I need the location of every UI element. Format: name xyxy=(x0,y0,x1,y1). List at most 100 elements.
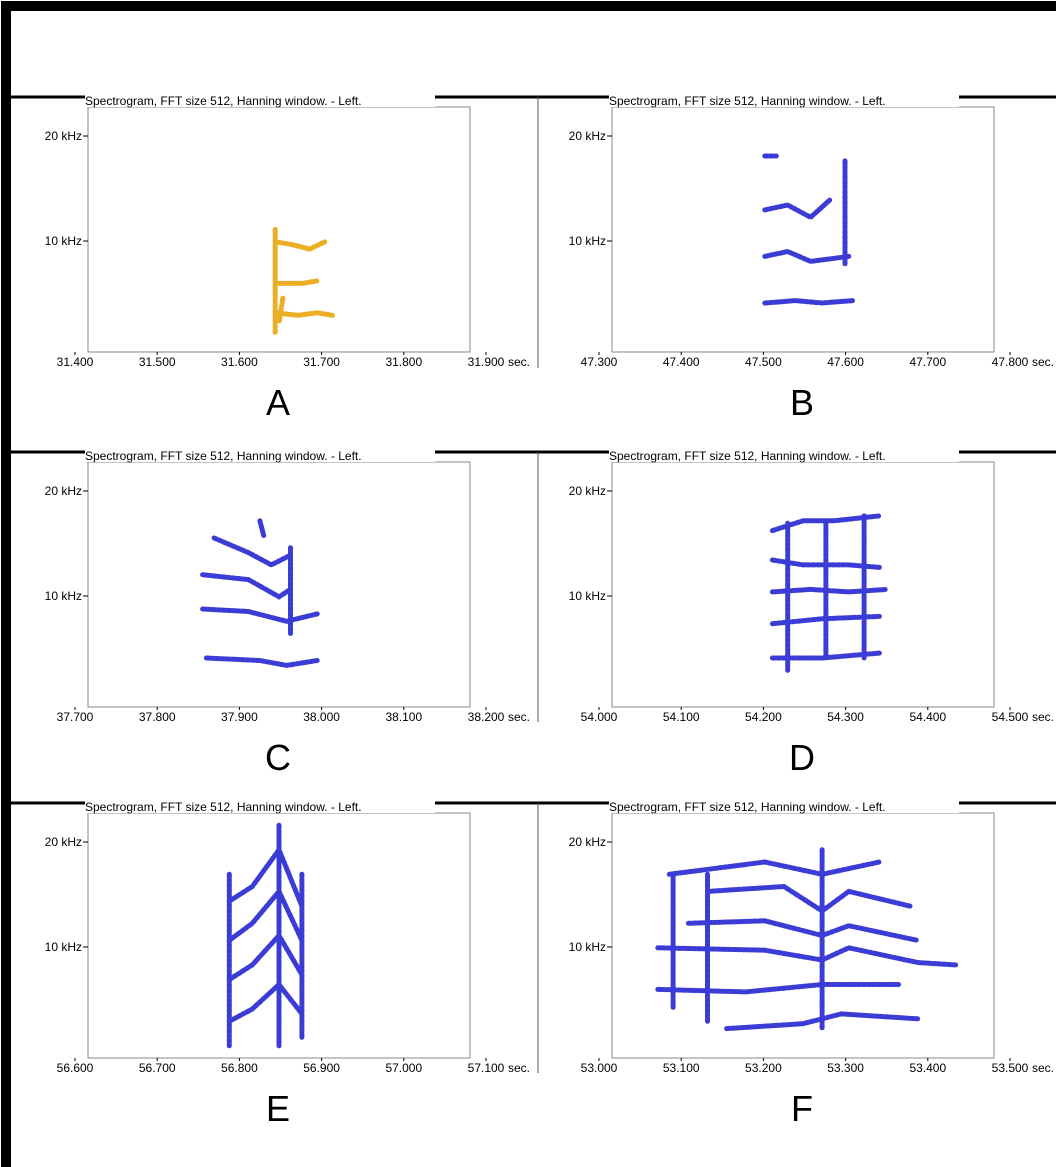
spectral-band xyxy=(655,945,959,968)
spectral-band xyxy=(276,295,286,326)
x-tick-label: 47.300 xyxy=(581,355,618,369)
panel: Spectrogram, FFT size 512, Hanning windo… xyxy=(45,93,530,423)
x-tick-label: 38.000 xyxy=(303,710,340,724)
spectrogram xyxy=(769,513,890,673)
plot-area xyxy=(87,461,471,708)
x-tick-label: 47.600 xyxy=(827,355,864,369)
x-tick-label: 53.100 xyxy=(663,1061,700,1075)
x-tick-label: 37.800 xyxy=(139,710,176,724)
x-tick-label: 54.400 xyxy=(909,710,946,724)
spectral-band xyxy=(655,982,901,995)
panel: Spectrogram, FFT size 512, Hanning windo… xyxy=(45,448,530,778)
x-unit: sec. xyxy=(508,355,530,369)
spectrogram xyxy=(226,822,305,1049)
plot-area xyxy=(611,812,995,1059)
spectral-band xyxy=(762,248,852,264)
x-tick-label: 54.500 xyxy=(992,710,1029,724)
title-bg xyxy=(85,448,435,462)
x-tick-label: 53.200 xyxy=(745,1061,782,1075)
panel: Spectrogram, FFT size 512, Hanning windo… xyxy=(45,799,530,1129)
chart-title: Spectrogram, FFT size 512, Hanning windo… xyxy=(609,449,886,463)
panel: Spectrogram, FFT size 512, Hanning windo… xyxy=(569,799,1054,1129)
spectral-band xyxy=(272,310,335,318)
panel-label: A xyxy=(266,382,290,423)
x-tick-label: 54.100 xyxy=(663,710,700,724)
title-bg xyxy=(609,93,959,107)
spectral-band xyxy=(257,518,267,538)
x-tick-label: 31.500 xyxy=(139,355,176,369)
panel-label: C xyxy=(265,737,291,778)
y-tick-label: 20 kHz xyxy=(569,129,606,143)
x-tick-label: 53.400 xyxy=(909,1061,946,1075)
y-tick-label: 20 kHz xyxy=(569,484,606,498)
panel-label: E xyxy=(266,1088,290,1129)
x-tick-label: 53.000 xyxy=(581,1061,618,1075)
x-tick-label: 37.700 xyxy=(57,710,94,724)
panel: Spectrogram, FFT size 512, Hanning windo… xyxy=(569,93,1054,423)
spectrogram xyxy=(762,153,856,306)
spectral-band xyxy=(272,239,328,252)
y-tick-label: 10 kHz xyxy=(45,234,82,248)
spectral-band xyxy=(762,197,833,221)
title-bg xyxy=(85,799,435,813)
y-tick-label: 10 kHz xyxy=(45,940,82,954)
y-tick-label: 20 kHz xyxy=(45,129,82,143)
y-tick-label: 20 kHz xyxy=(45,484,82,498)
chart-title: Spectrogram, FFT size 512, Hanning windo… xyxy=(85,800,362,814)
spectral-band xyxy=(226,886,305,943)
x-tick-label: 31.600 xyxy=(221,355,258,369)
y-tick-label: 10 kHz xyxy=(569,234,606,248)
x-tick-label: 38.100 xyxy=(385,710,422,724)
x-unit: sec. xyxy=(508,710,530,724)
spectrogram xyxy=(272,227,335,335)
spectral-band xyxy=(203,655,320,668)
title-bg xyxy=(609,448,959,462)
y-tick-label: 10 kHz xyxy=(569,940,606,954)
spectrogram xyxy=(200,518,320,668)
x-tick-label: 54.200 xyxy=(745,710,782,724)
x-tick-label: 31.800 xyxy=(385,355,422,369)
x-tick-label: 47.400 xyxy=(663,355,700,369)
x-tick-label: 56.700 xyxy=(139,1061,176,1075)
x-tick-label: 31.400 xyxy=(57,355,94,369)
spectral-band xyxy=(226,980,305,1024)
plot-area xyxy=(611,461,995,708)
spectral-band xyxy=(226,844,305,909)
plot-area xyxy=(611,106,995,353)
spectral-band xyxy=(666,859,882,877)
x-tick-label: 57.100 xyxy=(468,1061,505,1075)
spectral-band xyxy=(226,931,305,983)
x-tick-label: 56.800 xyxy=(221,1061,258,1075)
x-tick-label: 47.800 xyxy=(992,355,1029,369)
chart-title: Spectrogram, FFT size 512, Hanning windo… xyxy=(85,449,362,463)
x-tick-label: 56.600 xyxy=(57,1061,94,1075)
panel: Spectrogram, FFT size 512, Hanning windo… xyxy=(569,448,1054,778)
y-tick-label: 20 kHz xyxy=(45,835,82,849)
spectral-band xyxy=(200,606,320,624)
spectrogram xyxy=(655,847,959,1032)
y-tick-label: 20 kHz xyxy=(569,835,606,849)
y-tick-label: 10 kHz xyxy=(45,589,82,603)
chart-title: Spectrogram, FFT size 512, Hanning windo… xyxy=(85,94,362,108)
spectral-band xyxy=(769,586,890,595)
x-tick-label: 56.900 xyxy=(303,1061,340,1075)
spectral-band xyxy=(211,535,293,568)
x-unit: sec. xyxy=(508,1061,530,1075)
x-tick-label: 31.700 xyxy=(303,355,340,369)
chart-title: Spectrogram, FFT size 512, Hanning windo… xyxy=(609,800,886,814)
x-unit: sec. xyxy=(1032,1061,1054,1075)
panel-label: B xyxy=(790,382,814,423)
title-bg xyxy=(85,93,435,107)
panel-label: F xyxy=(791,1088,813,1129)
x-tick-label: 53.500 xyxy=(992,1061,1029,1075)
x-tick-label: 37.900 xyxy=(221,710,258,724)
x-tick-label: 31.900 xyxy=(468,355,505,369)
y-tick-label: 10 kHz xyxy=(569,589,606,603)
x-unit: sec. xyxy=(1032,710,1054,724)
panel-label: D xyxy=(789,737,815,778)
spectral-band xyxy=(200,572,293,600)
x-tick-label: 54.300 xyxy=(827,710,864,724)
x-tick-label: 38.200 xyxy=(468,710,505,724)
